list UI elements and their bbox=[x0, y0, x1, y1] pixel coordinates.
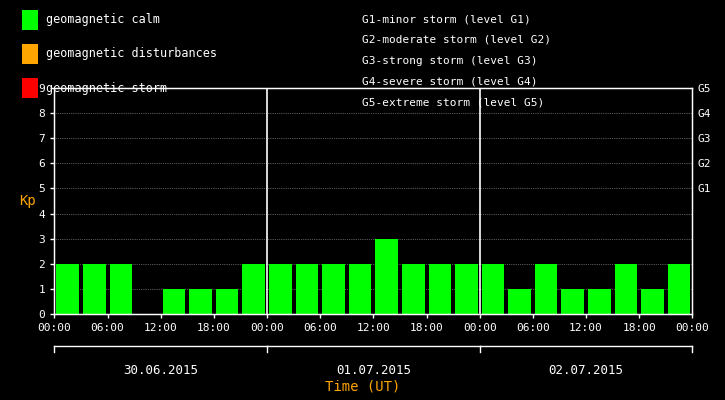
Bar bbox=[296, 264, 318, 314]
Text: geomagnetic disturbances: geomagnetic disturbances bbox=[46, 48, 218, 60]
Bar bbox=[615, 264, 637, 314]
Text: G1-minor storm (level G1): G1-minor storm (level G1) bbox=[362, 14, 531, 24]
Bar bbox=[83, 264, 106, 314]
Bar bbox=[561, 289, 584, 314]
Bar bbox=[269, 264, 291, 314]
Bar bbox=[428, 264, 451, 314]
Text: G3-strong storm (level G3): G3-strong storm (level G3) bbox=[362, 56, 538, 66]
Text: G5-extreme storm (level G5): G5-extreme storm (level G5) bbox=[362, 97, 544, 107]
Bar bbox=[57, 264, 79, 314]
Bar bbox=[189, 289, 212, 314]
Bar bbox=[109, 264, 132, 314]
Y-axis label: Kp: Kp bbox=[19, 194, 36, 208]
Bar bbox=[588, 289, 610, 314]
Text: 01.07.2015: 01.07.2015 bbox=[336, 364, 411, 376]
Bar bbox=[668, 264, 690, 314]
Bar bbox=[402, 264, 425, 314]
Bar bbox=[376, 239, 398, 314]
Bar bbox=[455, 264, 478, 314]
Bar bbox=[162, 289, 186, 314]
Text: Time (UT): Time (UT) bbox=[325, 380, 400, 394]
Bar bbox=[508, 289, 531, 314]
Bar bbox=[349, 264, 371, 314]
Text: geomagnetic calm: geomagnetic calm bbox=[46, 14, 160, 26]
Bar bbox=[242, 264, 265, 314]
Bar bbox=[216, 289, 239, 314]
Bar bbox=[695, 264, 717, 314]
Text: geomagnetic storm: geomagnetic storm bbox=[46, 82, 167, 94]
Bar bbox=[481, 264, 505, 314]
Bar bbox=[641, 289, 664, 314]
Bar bbox=[322, 264, 345, 314]
Text: G2-moderate storm (level G2): G2-moderate storm (level G2) bbox=[362, 35, 552, 45]
Text: G4-severe storm (level G4): G4-severe storm (level G4) bbox=[362, 76, 538, 86]
Text: 30.06.2015: 30.06.2015 bbox=[123, 364, 198, 376]
Text: 02.07.2015: 02.07.2015 bbox=[549, 364, 624, 376]
Bar bbox=[535, 264, 558, 314]
